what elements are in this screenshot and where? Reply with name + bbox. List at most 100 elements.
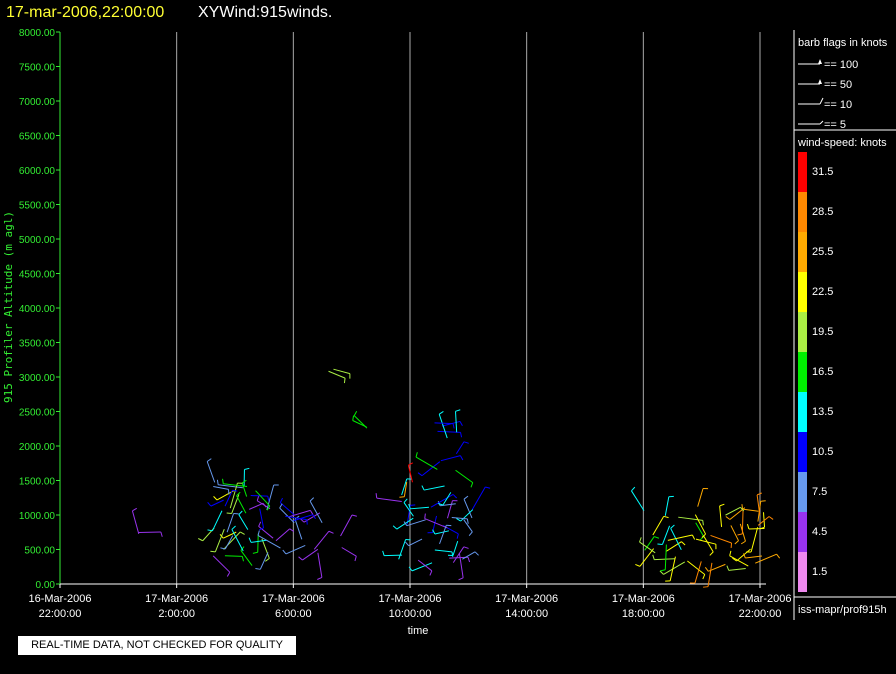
colorbar-swatch: [798, 472, 807, 512]
wind-barb: [401, 478, 412, 496]
x-tick-date: 17-Mar-2006: [379, 593, 442, 605]
header-datetime: 17-mar-2006,22:00:00: [6, 4, 164, 21]
y-tick-label: 1500.00: [19, 477, 56, 488]
x-tick-time: 22:00:00: [39, 608, 82, 620]
y-tick-label: 3500.00: [19, 339, 56, 350]
wind-barb: [224, 489, 238, 507]
wind-barb: [243, 467, 250, 487]
barb-legend-item: == 10: [798, 97, 852, 111]
x-tick-date: 17-Mar-2006: [729, 593, 792, 605]
wind-barb: [275, 528, 295, 542]
colorbar-swatch: [798, 512, 807, 552]
wind-barb: [725, 506, 745, 516]
wind-barb: [757, 516, 774, 526]
colorbar-swatch: [798, 192, 807, 232]
colorbar-label: 28.5: [812, 206, 833, 218]
wind-barb: [294, 515, 303, 540]
y-tick-label: 8000.00: [19, 28, 56, 39]
x-tick-time: 22:00:00: [739, 608, 782, 620]
wind-barb: [455, 469, 474, 488]
wind-barb: [298, 548, 319, 561]
wind-barb: [309, 497, 323, 523]
wind-barb: [704, 563, 726, 572]
colorbar-swatch: [798, 312, 807, 352]
wind-barb: [456, 509, 474, 522]
wind-barb: [449, 556, 471, 563]
wind-barb: [207, 510, 223, 532]
wind-barb: [427, 515, 438, 534]
wind-barb: [729, 550, 749, 567]
barb-legend-label: == 100: [824, 59, 858, 71]
wind-barb: [659, 561, 686, 575]
quality-notice: REAL-TIME DATA, NOT CHECKED FOR QUALITY: [18, 636, 296, 655]
axes: [59, 32, 766, 585]
y-tick-label: 2500.00: [19, 408, 56, 419]
wind-barb: [255, 552, 269, 570]
wind-barb: [737, 510, 744, 536]
wind-barb: [258, 508, 265, 531]
x-tick-date: 16-Mar-2006: [29, 593, 92, 605]
wind-barb: [463, 495, 473, 519]
x-tick-time: 2:00:00: [158, 608, 195, 620]
wind-barb: [451, 517, 469, 524]
wind-barb: [447, 540, 459, 556]
wind-barb: [730, 525, 739, 545]
wind-barb: [438, 411, 448, 439]
wind-barb: [238, 510, 249, 530]
colorbar-label: 22.5: [812, 286, 833, 298]
wind-barb: [236, 491, 247, 514]
barb-legend-item: == 100: [798, 59, 858, 71]
wind-barb: [282, 544, 306, 555]
wind-barb: [694, 514, 707, 538]
y-tick-label: 6000.00: [19, 166, 56, 177]
wind-barb: [210, 529, 225, 553]
wind-barb: [657, 525, 671, 545]
wind-barb: [222, 478, 248, 487]
wind-barb: [719, 503, 725, 527]
wind-barb: [240, 546, 253, 566]
x-tick-date: 17-Mar-2006: [612, 593, 675, 605]
wind-barb: [212, 555, 231, 577]
colorbar-label: 13.5: [812, 406, 833, 418]
colorbar-swatch: [798, 272, 807, 312]
y-tick-label: 5500.00: [19, 201, 56, 212]
wind-barb: [458, 552, 464, 581]
wind-barb: [755, 553, 781, 564]
wind-barb: [138, 531, 163, 537]
x-tick-date: 17-Mar-2006: [495, 593, 558, 605]
wind-barb: [455, 409, 461, 433]
y-tick-label: 4000.00: [19, 304, 56, 315]
wind-barb: [328, 370, 346, 384]
barb-legend-title: barb flags in knots: [798, 37, 888, 49]
wind-barb: [317, 552, 323, 580]
wind-barb: [666, 541, 686, 552]
wind-barb: [216, 479, 243, 489]
wind-barb: [455, 441, 469, 455]
wind-barb: [288, 509, 314, 518]
wind-barb: [408, 562, 433, 572]
wind-barb: [631, 486, 645, 511]
wind-barb: [285, 515, 308, 525]
wind-barb: [224, 555, 244, 562]
wind-barb: [759, 512, 766, 530]
wind-barb: [248, 537, 267, 543]
wind-barb: [434, 422, 455, 429]
x-tick-time: 6:00:00: [275, 608, 312, 620]
wind-barb: [703, 535, 714, 556]
wind-barb: [257, 530, 281, 549]
y-tick-label: 500.00: [24, 546, 55, 557]
wind-barb: [695, 538, 717, 550]
wind-barb: [399, 482, 408, 498]
x-axis-label: time: [408, 625, 429, 637]
wind-barb: [341, 547, 357, 562]
wind-barb: [417, 461, 441, 477]
wind-barb: [198, 527, 215, 542]
wind-barb: [404, 538, 423, 547]
wind-barb: [421, 485, 445, 491]
colorbar-swatch: [798, 432, 807, 472]
colorbar-swatch: [798, 552, 807, 592]
wind-barb: [463, 519, 473, 536]
wind-barb: [241, 479, 248, 497]
wind-barb: [226, 513, 239, 533]
wind-barb: [407, 462, 414, 483]
